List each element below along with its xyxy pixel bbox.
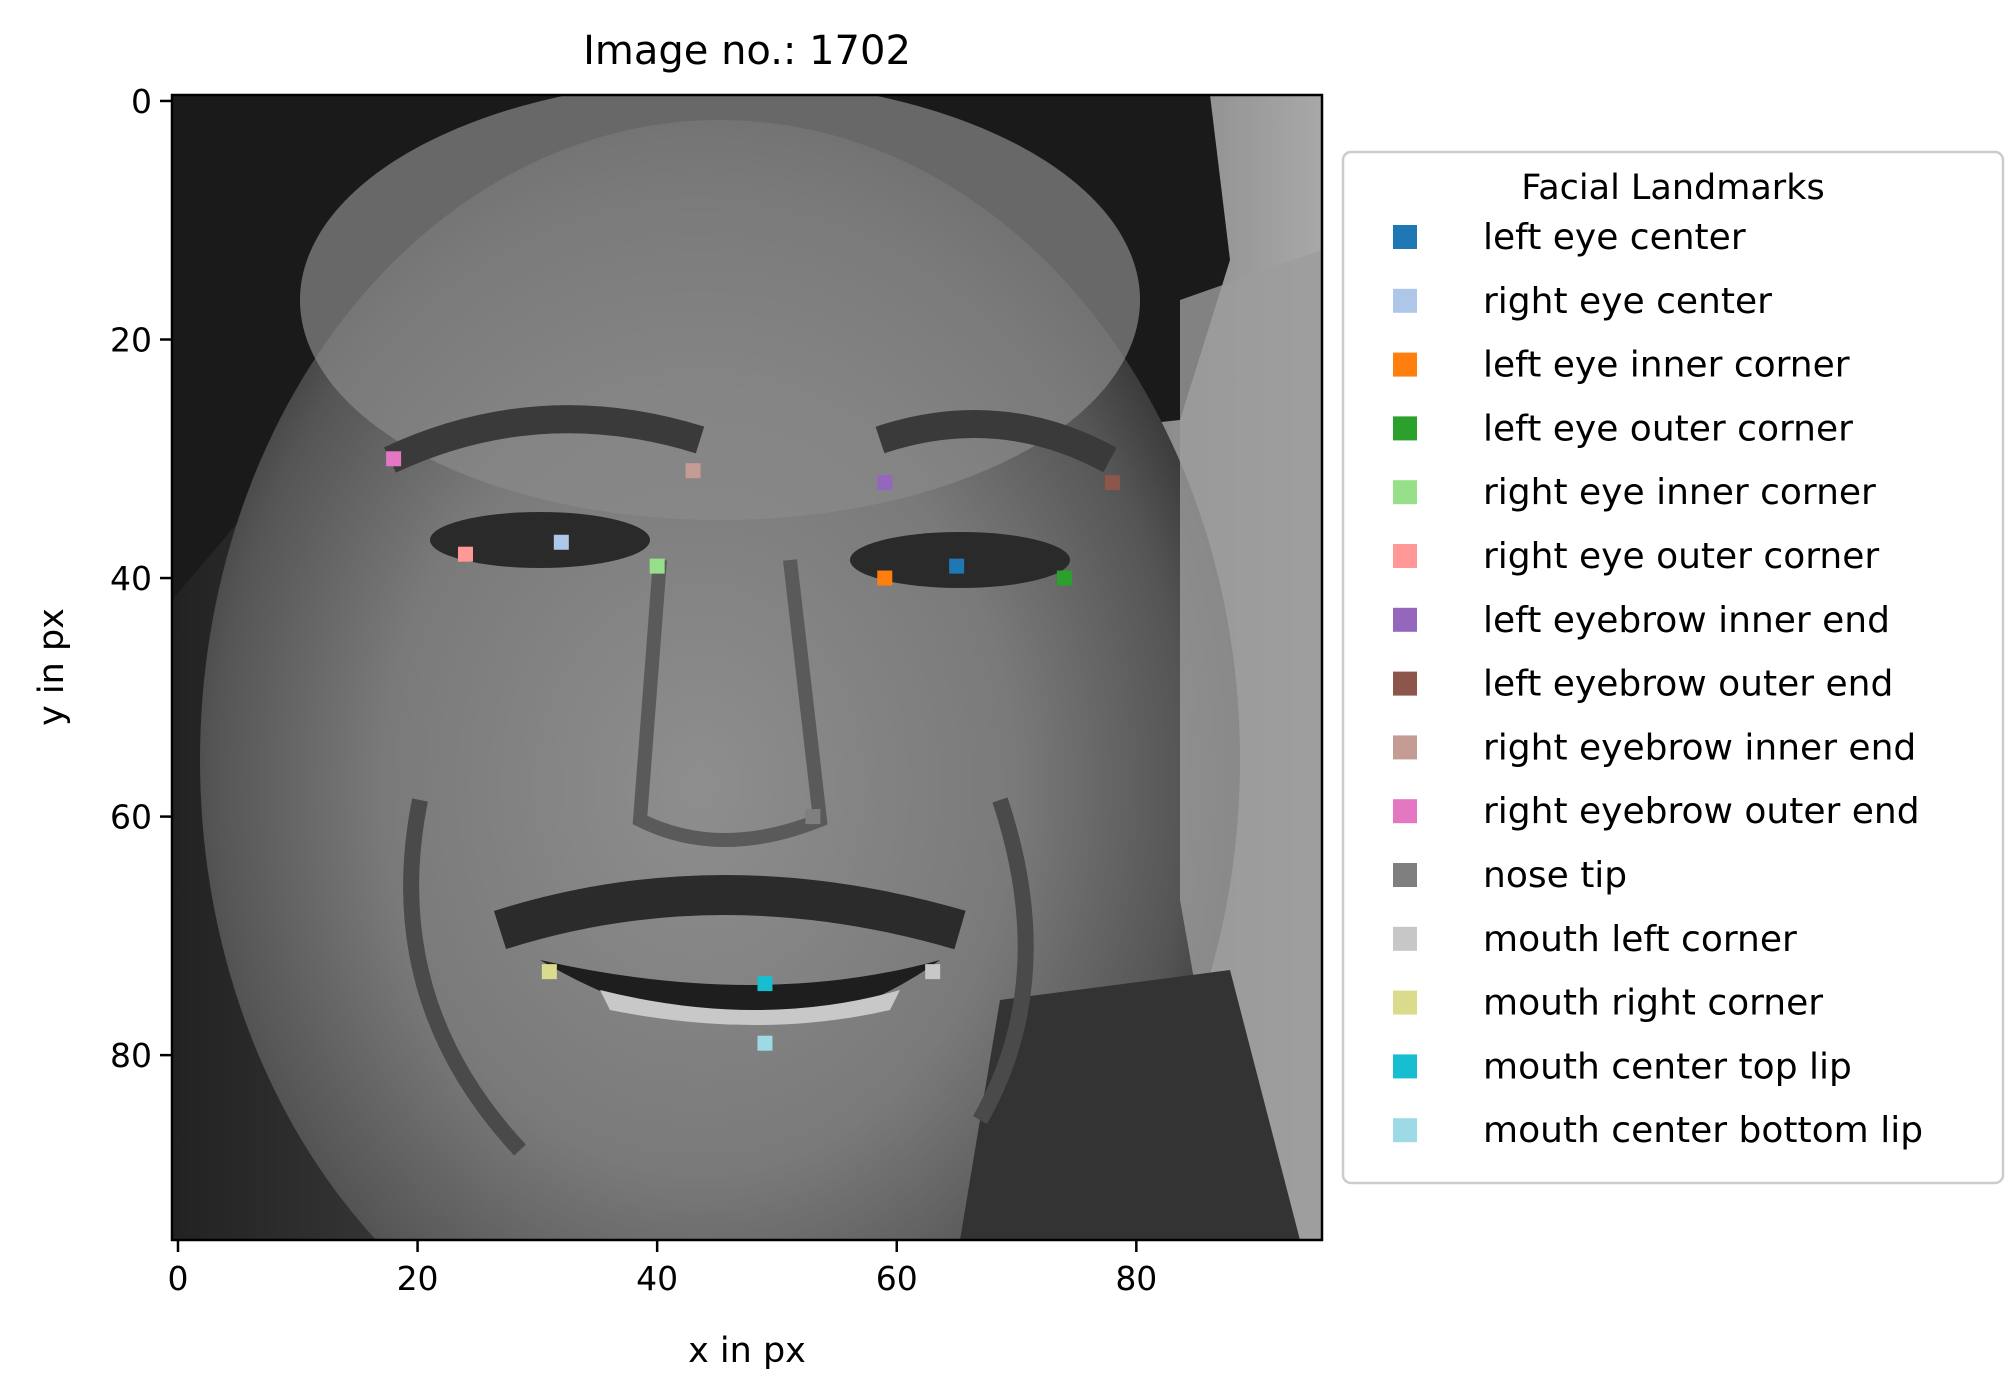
legend-swatch [1393,1118,1417,1143]
x-tick-label: 80 [1115,1259,1157,1298]
y-tick-label: 80 [110,1036,152,1075]
plot-frame [170,93,1324,1242]
face-photo [172,95,1322,1240]
y-tick-label: 0 [131,82,152,121]
legend-swatch [1393,671,1417,696]
landmark-point-mouth-center-top-lip [757,976,773,992]
legend-swatch [1393,1054,1417,1079]
legend-swatch [1393,416,1417,441]
legend-swatch [1393,990,1417,1015]
legend-label: mouth right corner [1483,983,1823,1024]
y-tick-label: 20 [110,321,152,360]
landmark-point-right-eye-outer-corner [457,546,473,562]
legend-label: nose tip [1483,855,1627,896]
landmark-point-left-eyebrow-outer-end [1104,475,1120,491]
x-axis-label: x in px [688,1331,806,1371]
landmark-point-nose-tip [805,809,821,825]
legend-swatch [1393,225,1417,249]
legend-title: Facial Landmarks [1521,168,1824,208]
legend-swatch [1393,735,1417,760]
x-tick-label: 20 [397,1259,439,1298]
legend-swatch [1393,352,1417,377]
landmark-point-left-eye-inner-corner [877,570,893,586]
landmark-point-right-eyebrow-inner-end [685,463,701,479]
landmark-point-right-eye-inner-corner [649,558,665,574]
legend: Facial Landmarks left eye center right ey… [1341,150,2005,1185]
legend-label: left eye inner corner [1483,345,1850,386]
legend-swatch [1393,926,1417,951]
legend-label: right eyebrow inner end [1483,727,1916,768]
y-axis-label: y in px [32,608,72,726]
legend-label: right eyebrow outer end [1483,791,1920,832]
legend-label: left eye outer corner [1483,408,1853,449]
legend-swatch [1393,607,1417,632]
legend-label: right eye inner corner [1483,472,1876,513]
legend-swatch [1393,288,1417,313]
landmark-point-mouth-left-corner [925,964,941,980]
x-tick-label: 0 [167,1259,188,1298]
legend-label: left eye center [1483,217,1746,258]
y-tick-label: 60 [110,798,152,837]
landmark-markers [386,451,1120,1051]
legend-swatch [1393,799,1417,824]
legend-box [1341,150,2005,1185]
legend-swatch [1393,544,1417,568]
legend-label: left eyebrow outer end [1483,664,1893,705]
landmark-point-left-eyebrow-inner-end [877,475,893,491]
landmark-point-left-eye-center [949,558,965,574]
legend-label: right eye outer corner [1483,536,1879,577]
x-tick-label: 60 [876,1259,918,1298]
legend-label: mouth center bottom lip [1483,1110,1923,1151]
legend-swatch [1393,480,1417,505]
legend-label: right eye center [1483,281,1772,322]
landmark-point-mouth-center-bottom-lip [757,1035,773,1051]
legend-label: mouth left corner [1483,919,1797,960]
chart-title: Image no.: 1702 [583,28,911,74]
landmark-point-right-eye-center [553,534,569,550]
x-axis-ticks: 0 20 40 60 80 [167,1240,1157,1298]
y-axis-ticks: 0 20 40 60 80 [110,82,172,1075]
landmark-point-left-eye-outer-corner [1056,570,1072,586]
legend-label: mouth center top lip [1483,1046,1852,1087]
landmark-point-right-eyebrow-outer-end [386,451,402,467]
landmark-point-mouth-right-corner [541,964,557,980]
legend-label: left eyebrow inner end [1483,600,1890,641]
legend-swatch [1393,863,1417,887]
y-tick-label: 40 [110,559,152,598]
x-tick-label: 40 [636,1259,678,1298]
